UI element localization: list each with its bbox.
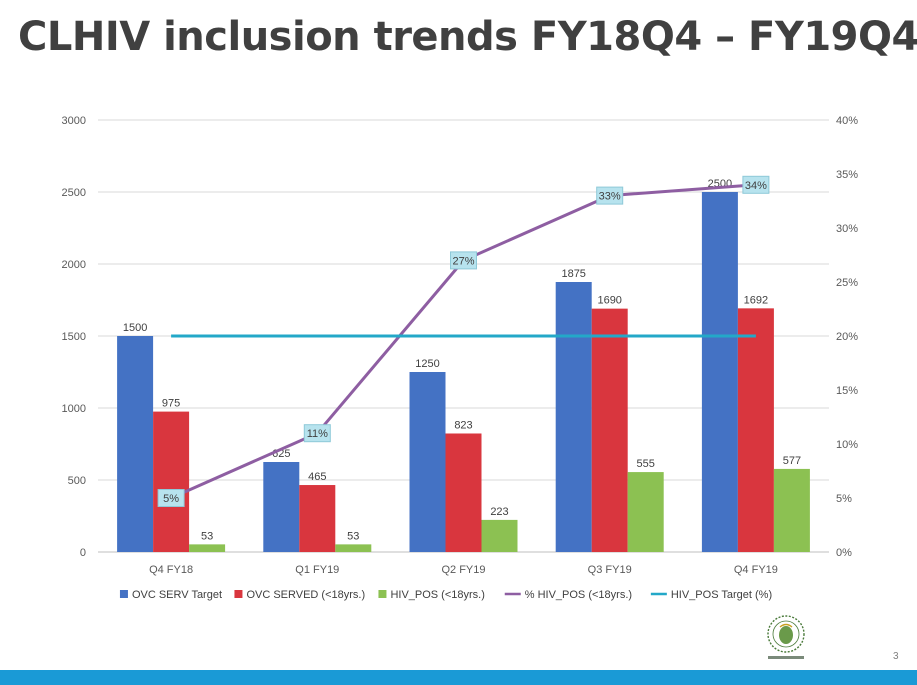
bar-value-label: 1250 xyxy=(415,358,439,370)
bar-data-labels: 1500975536254655312508232231875169055525… xyxy=(123,178,801,542)
bar xyxy=(335,544,372,552)
bar-value-label: 53 xyxy=(201,530,213,542)
slide-number: 3 xyxy=(893,651,899,662)
footer-bar xyxy=(0,670,917,685)
left-axis-ticks: 0 500 1000 1500 2000 2500 3000 xyxy=(62,115,86,559)
bar-value-label: 823 xyxy=(454,419,472,431)
left-axis-tick-label: 3000 xyxy=(62,115,86,127)
bar-value-label: 1875 xyxy=(561,268,585,280)
legend-marker xyxy=(234,590,243,598)
left-axis-tick-label: 2500 xyxy=(62,187,86,199)
percent-label: 34% xyxy=(745,180,767,192)
bar-value-label: 223 xyxy=(490,506,508,518)
bars xyxy=(117,192,810,552)
bar-value-label: 465 xyxy=(308,471,326,483)
right-axis-tick-label: 15% xyxy=(836,385,858,397)
left-axis-tick-label: 500 xyxy=(68,475,86,487)
bar xyxy=(153,411,190,552)
legend: OVC SERV Target OVC SERVED (<18yrs.) HIV_P… xyxy=(119,589,772,601)
percent-label-box xyxy=(303,424,331,443)
bar-value-label: 1692 xyxy=(744,294,768,306)
category-label: Q1 FY19 xyxy=(295,564,339,576)
bar xyxy=(117,336,154,552)
percent-label-box xyxy=(157,489,185,507)
bar xyxy=(773,468,810,552)
bar xyxy=(481,519,518,552)
bar xyxy=(299,485,336,552)
bar xyxy=(701,192,738,552)
percent-label: 27% xyxy=(452,255,474,267)
legend-label: HIV_POS (<18yrs.) xyxy=(390,589,484,601)
legend-label: % HIV_POS (<18yrs.) xyxy=(525,589,632,601)
right-axis-tick-label: 35% xyxy=(836,169,858,181)
legend-label: OVC SERVED (<18yrs.) xyxy=(246,589,365,601)
right-axis-ticks: 0% 5% 10% 15% 20% 25% 30% 35% 40% xyxy=(836,115,858,559)
legend-marker xyxy=(378,590,387,598)
bar xyxy=(555,282,592,552)
right-axis-tick-label: 20% xyxy=(836,331,858,343)
legend-label: HIV_POS Target (%) xyxy=(671,589,772,601)
bar xyxy=(189,544,226,552)
category-axis-labels: Q4 FY18 Q1 FY19 Q2 FY19 Q3 FY19 Q4 FY19 xyxy=(149,564,778,576)
percent-label: 11% xyxy=(307,428,328,440)
bar-value-label: 577 xyxy=(783,455,801,467)
left-axis-tick-label: 1000 xyxy=(62,403,86,415)
category-label: Q4 FY19 xyxy=(734,564,778,576)
bar-value-label: 1690 xyxy=(597,295,621,307)
bar-value-label: 53 xyxy=(347,530,359,542)
right-axis-tick-label: 40% xyxy=(836,115,858,127)
right-axis-tick-label: 30% xyxy=(836,223,858,235)
bar xyxy=(409,372,446,552)
right-axis-tick-label: 5% xyxy=(836,493,852,505)
right-axis-tick-label: 10% xyxy=(836,439,858,451)
bar-value-label: 1500 xyxy=(123,322,147,334)
category-label: Q2 FY19 xyxy=(441,564,485,576)
percent-label: 33% xyxy=(599,191,621,203)
percent-label-box xyxy=(742,175,770,194)
left-axis-tick-label: 2000 xyxy=(62,259,86,271)
bar xyxy=(445,433,482,552)
left-axis-tick-label: 1500 xyxy=(62,331,86,343)
bar-value-label: 555 xyxy=(637,458,655,470)
bar-value-label: 975 xyxy=(162,398,180,410)
legend-label: OVC SERV Target xyxy=(132,589,222,601)
left-axis-tick-label: 0 xyxy=(80,547,86,559)
percent-label-box xyxy=(450,251,477,270)
category-label: Q4 FY18 xyxy=(149,564,193,576)
organization-seal-logo xyxy=(767,615,805,659)
bar xyxy=(263,462,300,552)
percent-label: 5% xyxy=(163,493,179,505)
bar xyxy=(591,308,628,552)
percent-labels: 5% 11% 27% 33% 34% xyxy=(157,175,770,507)
category-label: Q3 FY19 xyxy=(588,564,632,576)
percent-label-box xyxy=(596,186,624,205)
right-axis-tick-label: 0% xyxy=(836,547,852,559)
right-axis-tick-label: 25% xyxy=(836,277,858,289)
combo-chart: 0 500 1000 1500 2000 2500 3000 0% 5% 10% 15% 20% 25… xyxy=(62,115,859,601)
bar xyxy=(627,472,664,552)
slide-title: CLHIV inclusion trends FY18Q4 – FY19Q4 xyxy=(18,14,917,60)
legend-marker xyxy=(119,590,128,598)
bar xyxy=(737,308,774,552)
